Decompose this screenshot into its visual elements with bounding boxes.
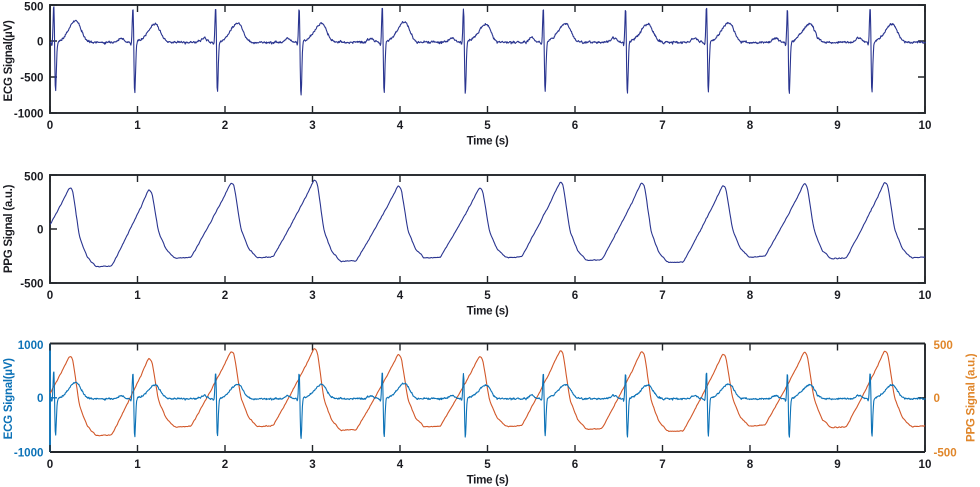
svg-text:ECG Signal(µV): ECG Signal(µV) (2, 20, 15, 102)
svg-text:-500: -500 (20, 278, 43, 291)
svg-text:3: 3 (309, 458, 316, 471)
svg-text:1: 1 (134, 458, 141, 471)
svg-text:0: 0 (47, 119, 53, 132)
svg-text:4: 4 (397, 458, 404, 471)
svg-text:4: 4 (397, 289, 404, 302)
svg-text:2: 2 (222, 458, 228, 471)
svg-text:500: 500 (24, 171, 43, 184)
svg-text:4: 4 (397, 119, 404, 132)
svg-text:9: 9 (834, 119, 841, 132)
svg-text:0: 0 (37, 392, 43, 405)
svg-text:1: 1 (134, 119, 141, 132)
svg-text:1000: 1000 (18, 339, 44, 352)
svg-text:6: 6 (572, 289, 579, 302)
svg-text:10: 10 (919, 458, 932, 471)
svg-text:0: 0 (47, 458, 53, 471)
svg-text:3: 3 (309, 119, 316, 132)
svg-text:0: 0 (37, 36, 43, 49)
svg-text:500: 500 (24, 1, 43, 14)
svg-text:-500: -500 (934, 447, 957, 460)
svg-text:PPG Signal (a.u.): PPG Signal (a.u.) (2, 184, 15, 273)
svg-text:7: 7 (659, 119, 665, 132)
svg-text:-1000: -1000 (14, 447, 44, 460)
svg-text:Time (s): Time (s) (467, 474, 509, 487)
svg-text:500: 500 (934, 339, 953, 352)
svg-text:3: 3 (309, 289, 316, 302)
svg-text:8: 8 (747, 458, 754, 471)
svg-text:-1000: -1000 (14, 108, 44, 121)
svg-text:10: 10 (919, 289, 932, 302)
svg-text:7: 7 (659, 458, 665, 471)
svg-text:0: 0 (37, 224, 43, 237)
svg-text:0: 0 (47, 289, 53, 302)
svg-text:8: 8 (747, 289, 754, 302)
svg-text:5: 5 (484, 119, 491, 132)
svg-text:1: 1 (134, 289, 141, 302)
svg-text:Time (s): Time (s) (467, 135, 509, 148)
svg-text:0: 0 (934, 392, 940, 405)
svg-text:2: 2 (222, 119, 228, 132)
svg-text:6: 6 (572, 458, 579, 471)
svg-text:7: 7 (659, 289, 665, 302)
svg-text:5: 5 (484, 289, 491, 302)
svg-text:9: 9 (834, 458, 841, 471)
svg-text:PPG Signal (a.u.): PPG Signal (a.u.) (965, 353, 978, 442)
svg-text:2: 2 (222, 289, 228, 302)
svg-text:-500: -500 (20, 72, 43, 85)
svg-text:6: 6 (572, 119, 579, 132)
svg-text:9: 9 (834, 289, 841, 302)
svg-text:ECG Signal(µV): ECG Signal(µV) (2, 358, 15, 440)
svg-text:5: 5 (484, 458, 491, 471)
svg-text:8: 8 (747, 119, 754, 132)
svg-text:Time (s): Time (s) (467, 305, 509, 318)
svg-text:10: 10 (919, 119, 932, 132)
